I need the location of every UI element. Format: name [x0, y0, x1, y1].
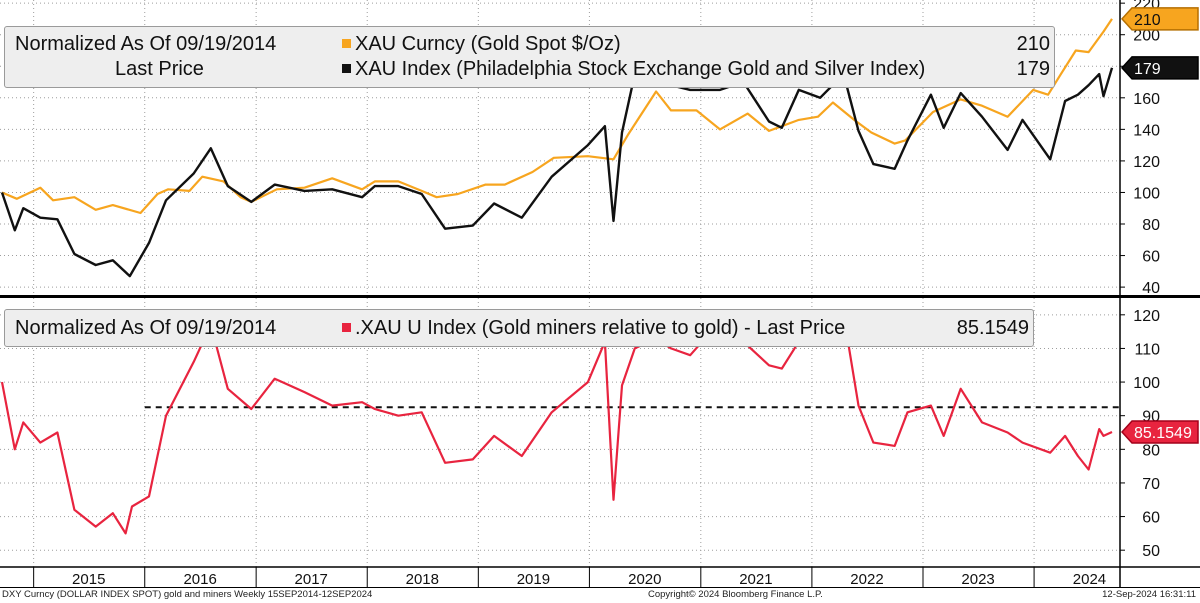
bottom-legend: Normalized As Of 09/19/2014 .XAU U Index…: [4, 309, 1034, 347]
top-legend-normalized-label: Normalized As Of 09/19/2014: [15, 33, 277, 55]
top-y-tick-label: 120: [1133, 154, 1160, 171]
ratio-last-tag-text: 85.1549: [1134, 425, 1192, 442]
top-legend-xau-entry: XAU Index (Philadelphia Stock Exchange G…: [342, 57, 925, 81]
x-tick-label: 2020: [628, 571, 661, 588]
bottom-y-tick-label: 100: [1133, 375, 1160, 392]
top-panel-series: [0, 18, 1114, 278]
footer-description: DXY Curncy (DOLLAR INDEX SPOT) gold and …: [2, 589, 373, 600]
bottom-y-tick-label: 60: [1142, 510, 1160, 527]
ratio-last-tag-shape: [1120, 420, 1199, 444]
footer-copyright: Copyright© 2024 Bloomberg Finance L.P.: [648, 589, 823, 600]
bottom-y-tick-label: 110: [1134, 341, 1160, 358]
ratio-series-value: 85.1549: [956, 317, 1029, 339]
xau-series-line: [0, 46, 1114, 278]
bottom-y-tick-label: 70: [1142, 476, 1160, 493]
xau-series-label: XAU Index (Philadelphia Stock Exchange G…: [355, 58, 926, 80]
top-y-axis: 406080100120140160180200220: [1120, 0, 1160, 297]
gold-series-label: XAU Curncy (Gold Spot $/Oz): [355, 33, 621, 55]
x-tick-label: 2018: [406, 571, 439, 588]
top-y-tick-label: 200: [1133, 28, 1160, 45]
top-y-tick-label: 60: [1142, 249, 1160, 266]
top-y-tick-label: 100: [1133, 185, 1160, 202]
ratio-series-line: [0, 313, 1113, 535]
top-legend-gold-entry: XAU Curncy (Gold Spot $/Oz): [342, 32, 621, 56]
x-tick-label: 2016: [183, 571, 216, 588]
top-y-tick-label: 80: [1142, 217, 1160, 234]
chart-frame: [0, 0, 1200, 588]
bottom-y-tick-label: 120: [1133, 308, 1160, 325]
x-tick-label: 2017: [295, 571, 328, 588]
bottom-y-tick-label: 50: [1142, 543, 1160, 560]
ratio-series-label: .XAU U Index (Gold miners relative to go…: [355, 317, 846, 339]
x-axis: 2015 2016 2017 2018 2019 2020 2021 2022 2023 2024: [33, 567, 1106, 588]
bottom-y-tick-label: 80: [1142, 442, 1160, 459]
x-tick-label: 2023: [961, 571, 994, 588]
xau-last-tag-text: 179: [1134, 61, 1161, 78]
bottom-legend-normalized-label: Normalized As Of 09/19/2014: [15, 317, 277, 339]
bottom-legend-ratio-entry: .XAU U Index (Gold miners relative to go…: [342, 316, 845, 340]
xau-series-value: 179: [1016, 58, 1050, 80]
xau-last-tag-shape: [1120, 56, 1199, 80]
top-y-tick-label: 140: [1133, 122, 1160, 139]
last-value-tags: 210 179 85.1549: [1120, 7, 1199, 444]
gold-last-tag-text: 210: [1134, 12, 1161, 29]
ratio-swatch-icon: [342, 323, 351, 332]
top-y-tick-label: 160: [1133, 91, 1160, 108]
x-tick-label: 2024: [1073, 571, 1106, 588]
footer-timestamp: 12-Sep-2024 16:31:11: [1102, 589, 1196, 600]
x-tick-label: 2019: [517, 571, 550, 588]
top-legend: Normalized As Of 09/19/2014 Last Price X…: [4, 26, 1055, 88]
gold-series-line: [1, 18, 1113, 215]
top-legend-last-price-label: Last Price: [115, 58, 204, 80]
bottom-panel-series: [0, 313, 1113, 535]
x-tick-label: 2021: [739, 571, 772, 588]
xau-last-tag: 179: [1120, 56, 1199, 80]
gold-swatch-icon: [342, 39, 351, 48]
gold-series-value: 210: [1016, 33, 1050, 55]
gold-last-tag-shape: [1120, 7, 1199, 31]
x-tick-label: 2022: [850, 571, 883, 588]
xau-swatch-icon: [342, 64, 351, 73]
ratio-last-tag: 85.1549: [1120, 420, 1199, 444]
gold-last-tag: 210: [1120, 7, 1199, 31]
top-y-tick-label: 40: [1142, 280, 1160, 297]
x-tick-label: 2015: [72, 571, 105, 588]
